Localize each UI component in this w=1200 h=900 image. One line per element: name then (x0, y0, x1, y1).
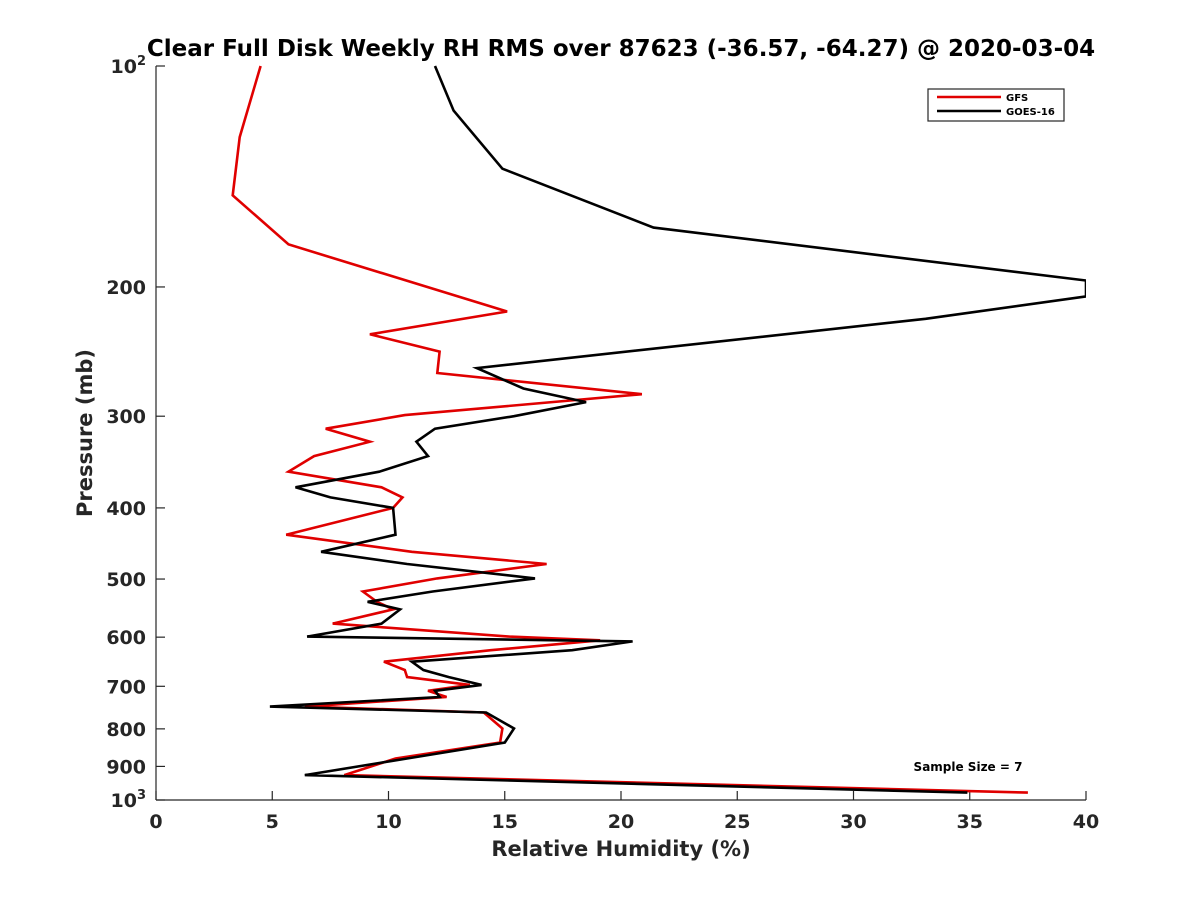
x-axis-label: Relative Humidity (%) (491, 837, 750, 861)
series-layer (231, 65, 1086, 794)
y-tick-label: 600 (106, 627, 146, 649)
y-tick-exponent: 2 (137, 54, 146, 69)
x-tick-label: 20 (608, 811, 634, 833)
x-tick-label: 25 (724, 811, 750, 833)
x-tick-label: 35 (957, 811, 983, 833)
x-tick-label: 40 (1073, 811, 1099, 833)
sample-size-annotation: Sample Size = 7 (914, 760, 1023, 774)
y-tick-label: 200 (106, 277, 146, 299)
y-tick-label: 103 (111, 788, 147, 812)
y-tick-label: 300 (106, 406, 146, 428)
y-axis-label: Pressure (mb) (73, 349, 97, 517)
x-tick-label: 30 (840, 811, 866, 833)
chart-title: Clear Full Disk Weekly RH RMS over 87623… (147, 36, 1095, 62)
x-tick-label: 0 (149, 811, 162, 833)
y-tick-label: 700 (106, 676, 146, 698)
legend-box (927, 88, 1065, 122)
y-tick-label: 400 (106, 498, 146, 520)
x-ticks: 0 5 10 15 20 25 30 35 40 (149, 791, 1099, 833)
y-tick-label: 800 (106, 719, 146, 741)
x-tick-label: 5 (266, 811, 279, 833)
legend: GFS GOES-16 (927, 88, 1065, 122)
y-tick-base: 10 (111, 790, 137, 812)
y-tick-base: 10 (111, 56, 137, 78)
legend-label: GFS (1006, 93, 1028, 104)
legend-label: GOES-16 (1006, 107, 1055, 118)
series-line-goes-16 (269, 65, 1086, 794)
y-tick-exponent: 3 (137, 788, 146, 803)
y-tick-label: 500 (106, 569, 146, 591)
y-tick-label: 900 (106, 756, 146, 778)
x-tick-label: 10 (375, 811, 401, 833)
y-tick-label: 102 (111, 54, 147, 78)
x-tick-label: 15 (492, 811, 518, 833)
